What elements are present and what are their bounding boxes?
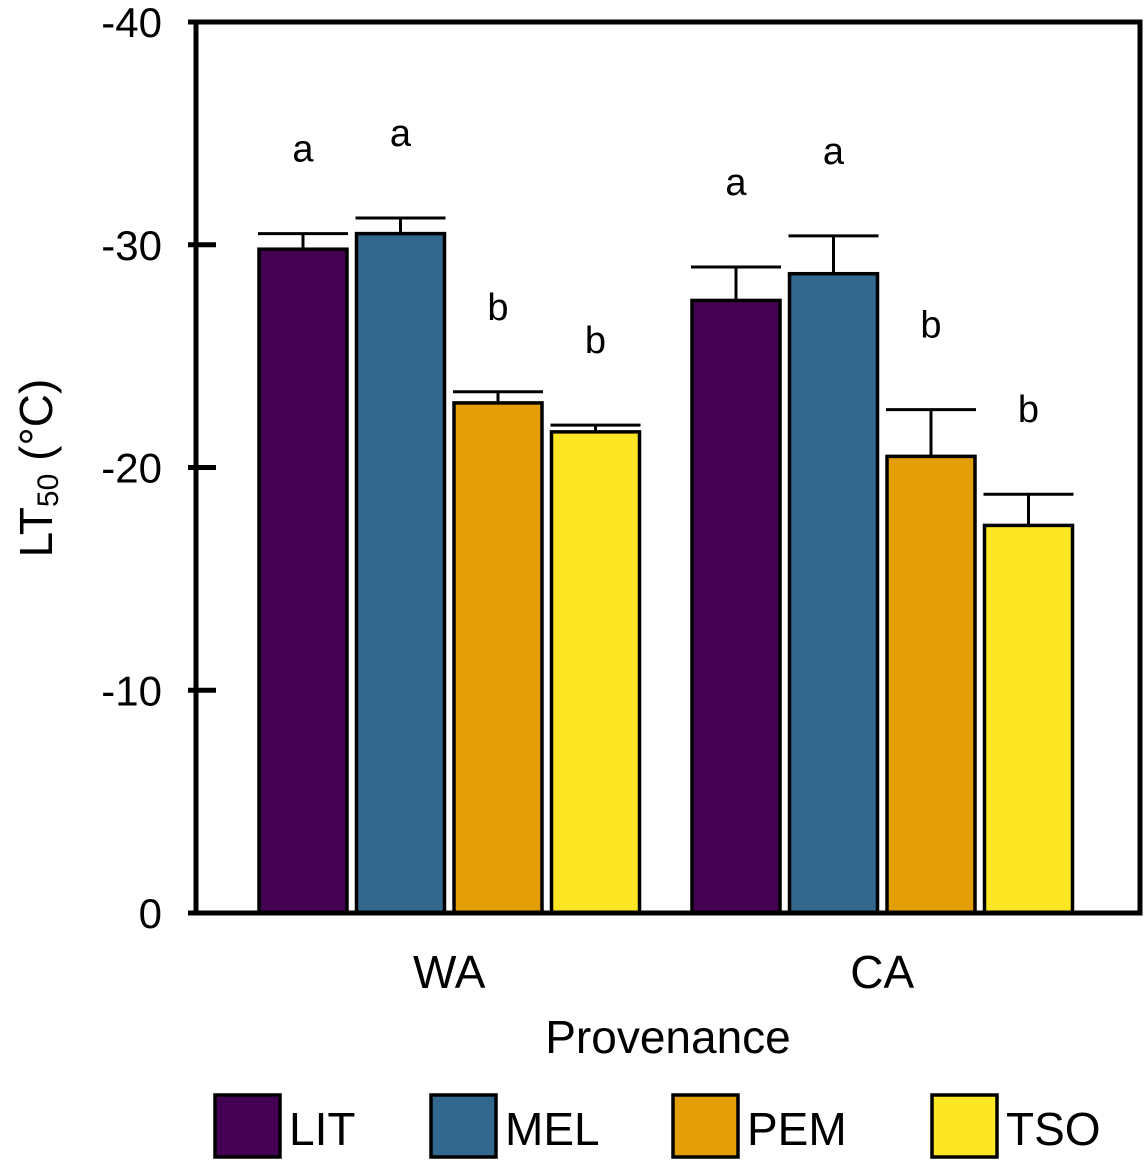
y-axis-title-unit: (°C)	[10, 379, 62, 474]
legend-swatch-mel	[429, 1093, 498, 1159]
bar-tso-wa	[549, 430, 642, 915]
y-axis-title-subscript: 50	[32, 474, 65, 507]
significance-label: a	[823, 131, 845, 173]
y-axis: 0 -10 -20 -30 -40	[101, 0, 216, 937]
bar-mel-ca	[787, 271, 880, 915]
significance-label: a	[292, 129, 314, 171]
significance-label: a	[725, 162, 747, 204]
x-axis-title: Provenance	[545, 1011, 791, 1063]
y-axis-title-main: LT	[10, 507, 62, 557]
bar-pem-ca	[885, 454, 977, 915]
bar-lit-wa	[257, 247, 349, 915]
bar-lit-ca	[690, 298, 782, 915]
x-axis: WA CA	[413, 946, 914, 998]
legend-label-lit: LIT	[289, 1103, 355, 1155]
plot-marks: a a b b a a b b	[257, 113, 1075, 915]
significance-label: b	[920, 305, 941, 347]
y-tick-label: -30	[101, 222, 162, 269]
significance-label: b	[585, 320, 606, 362]
legend-label-pem: PEM	[747, 1103, 847, 1155]
legend: LIT MEL PEM TSO	[213, 1093, 1101, 1159]
y-tick-label: -40	[101, 0, 162, 46]
bar-pem-wa	[452, 401, 544, 915]
y-tick-label: -20	[101, 445, 162, 492]
legend-label-mel: MEL	[505, 1103, 600, 1155]
x-category-label: CA	[850, 946, 914, 998]
y-tick-label: -10	[101, 667, 162, 714]
legend-swatch-tso	[930, 1093, 999, 1159]
significance-label: b	[1018, 389, 1039, 431]
legend-swatch-lit	[213, 1093, 282, 1159]
y-tick-label: 0	[139, 890, 162, 937]
x-category-label: WA	[413, 946, 486, 998]
bar-mel-wa	[354, 231, 447, 915]
y-axis-title: LT50 (°C)	[10, 379, 65, 558]
legend-label-tso: TSO	[1006, 1103, 1101, 1155]
bar-tso-ca	[982, 523, 1075, 915]
significance-label: b	[487, 287, 508, 329]
significance-label: a	[390, 113, 412, 155]
legend-swatch-pem	[671, 1093, 740, 1159]
